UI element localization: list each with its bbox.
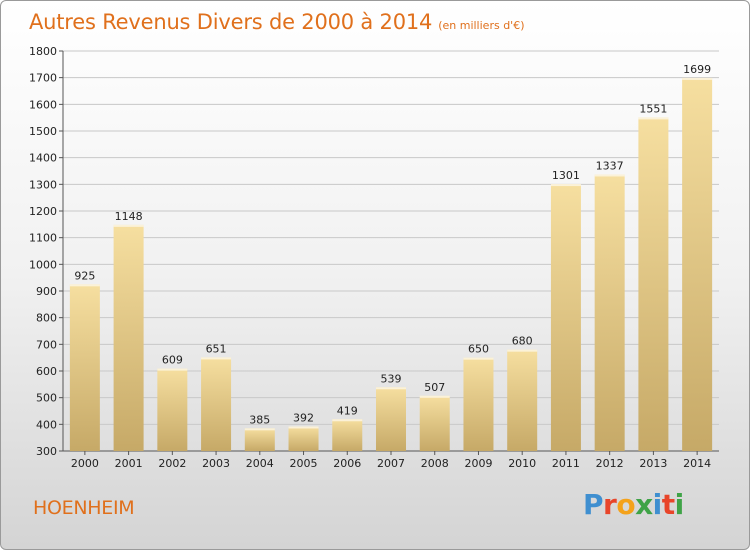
data-label: 1337: [596, 159, 624, 172]
proxiti-logo: Proxiti: [583, 488, 684, 521]
bar-highlight: [288, 426, 319, 429]
bar-highlight: [419, 395, 450, 398]
data-labels: 925 1148 609 651 385 392 419 539 507 650 680 1301 13…: [74, 63, 711, 426]
data-label: 1551: [639, 102, 667, 115]
y-tick-label: 800: [36, 312, 57, 325]
bar-2000: [69, 284, 100, 451]
y-tick-label: 1500: [29, 125, 57, 138]
bar-highlight: [332, 419, 363, 422]
data-label: 680: [512, 335, 533, 348]
bar-highlight: [244, 428, 275, 431]
y-tick-label: 700: [36, 338, 57, 351]
y-tick-label: 300: [36, 445, 57, 458]
logo-letter: i: [652, 488, 663, 521]
title-block: Autres Revenus Divers de 2000 à 2014 (en …: [29, 10, 524, 34]
x-tick-label: 2001: [115, 457, 143, 470]
bar-2003: [201, 357, 232, 451]
data-label: 385: [249, 413, 270, 426]
bar-highlight: [376, 387, 406, 390]
x-tick-label: 2007: [377, 457, 405, 470]
x-tick-label: 2009: [464, 457, 492, 470]
bar-2014: [682, 77, 713, 451]
x-tick-label: 2012: [596, 457, 624, 470]
logo-letter: x: [635, 488, 653, 521]
bar-highlight: [463, 357, 494, 360]
logo-letter: i: [674, 488, 685, 521]
data-label: 539: [381, 372, 402, 385]
data-label: 507: [424, 381, 445, 394]
y-tick-label: 1300: [29, 178, 57, 191]
y-tick-label: 1600: [29, 98, 57, 111]
x-tick-label: 2008: [421, 457, 449, 470]
logo-letter: P: [583, 488, 604, 521]
bar-highlight: [638, 117, 669, 120]
bar-2013: [638, 117, 669, 452]
bar-2005: [288, 426, 319, 451]
data-label: 651: [206, 342, 227, 355]
bar-2012: [594, 174, 625, 451]
logo-letter: r: [603, 488, 617, 521]
place-name: HOENHEIM: [33, 497, 135, 519]
bar-2010: [507, 349, 538, 451]
data-label: 1699: [683, 63, 711, 76]
bar-highlight: [507, 349, 538, 352]
x-tick-label: 2014: [683, 457, 711, 470]
y-tick-label: 1200: [29, 205, 57, 218]
bar-highlight: [594, 174, 625, 177]
bar-highlight: [69, 284, 100, 287]
bar-2002: [157, 368, 188, 451]
bar-highlight: [682, 77, 713, 80]
y-tick-label: 1400: [29, 152, 57, 165]
data-label: 650: [468, 343, 489, 356]
bar-2009: [463, 357, 494, 451]
bar-highlight: [201, 357, 232, 360]
x-tick-label: 2010: [508, 457, 536, 470]
chart-subtitle: (en milliers d'€): [438, 19, 525, 32]
y-tick-label: 1700: [29, 72, 57, 85]
y-tick-label: 1000: [29, 258, 57, 271]
y-tick-label: 500: [36, 392, 57, 405]
bars: [69, 77, 713, 452]
bar-highlight: [157, 368, 188, 371]
bar-highlight: [550, 184, 581, 187]
bar-2007: [376, 387, 406, 451]
bar-highlight: [113, 224, 144, 227]
x-tick-label: 2011: [552, 457, 580, 470]
x-tick-label: 2003: [202, 457, 230, 470]
y-tick-label: 600: [36, 365, 57, 378]
x-tick-labels: 2000 2001 2002 2003 2004 2005 2006 2007 2008 2009…: [71, 457, 711, 470]
data-label: 925: [74, 269, 95, 282]
y-tick-labels: 300 400 500 600 700 800 900 1000 1100 1200 1300 140…: [29, 45, 57, 458]
x-tick-label: 2005: [290, 457, 318, 470]
x-tick-label: 2000: [71, 457, 99, 470]
chart-title: Autres Revenus Divers de 2000 à 2014: [29, 10, 433, 34]
data-label: 609: [162, 354, 183, 367]
x-tick-label: 2013: [639, 457, 667, 470]
data-label: 1301: [552, 169, 580, 182]
x-tick-label: 2002: [158, 457, 186, 470]
bar-2008: [419, 395, 450, 451]
x-tick-label: 2004: [246, 457, 274, 470]
bar-2001: [113, 224, 144, 451]
logo-letter: t: [661, 488, 675, 521]
data-label: 419: [337, 404, 358, 417]
bar-2004: [244, 428, 275, 451]
y-tick-label: 400: [36, 418, 57, 431]
x-tick-label: 2006: [333, 457, 361, 470]
data-label: 1148: [115, 210, 143, 223]
logo-letter: o: [616, 488, 636, 521]
y-tick-label: 1100: [29, 232, 57, 245]
bar-2006: [332, 419, 363, 451]
bar-2011: [550, 184, 581, 452]
data-label: 392: [293, 411, 314, 424]
y-tick-label: 1800: [29, 45, 57, 58]
y-tick-label: 900: [36, 285, 57, 298]
